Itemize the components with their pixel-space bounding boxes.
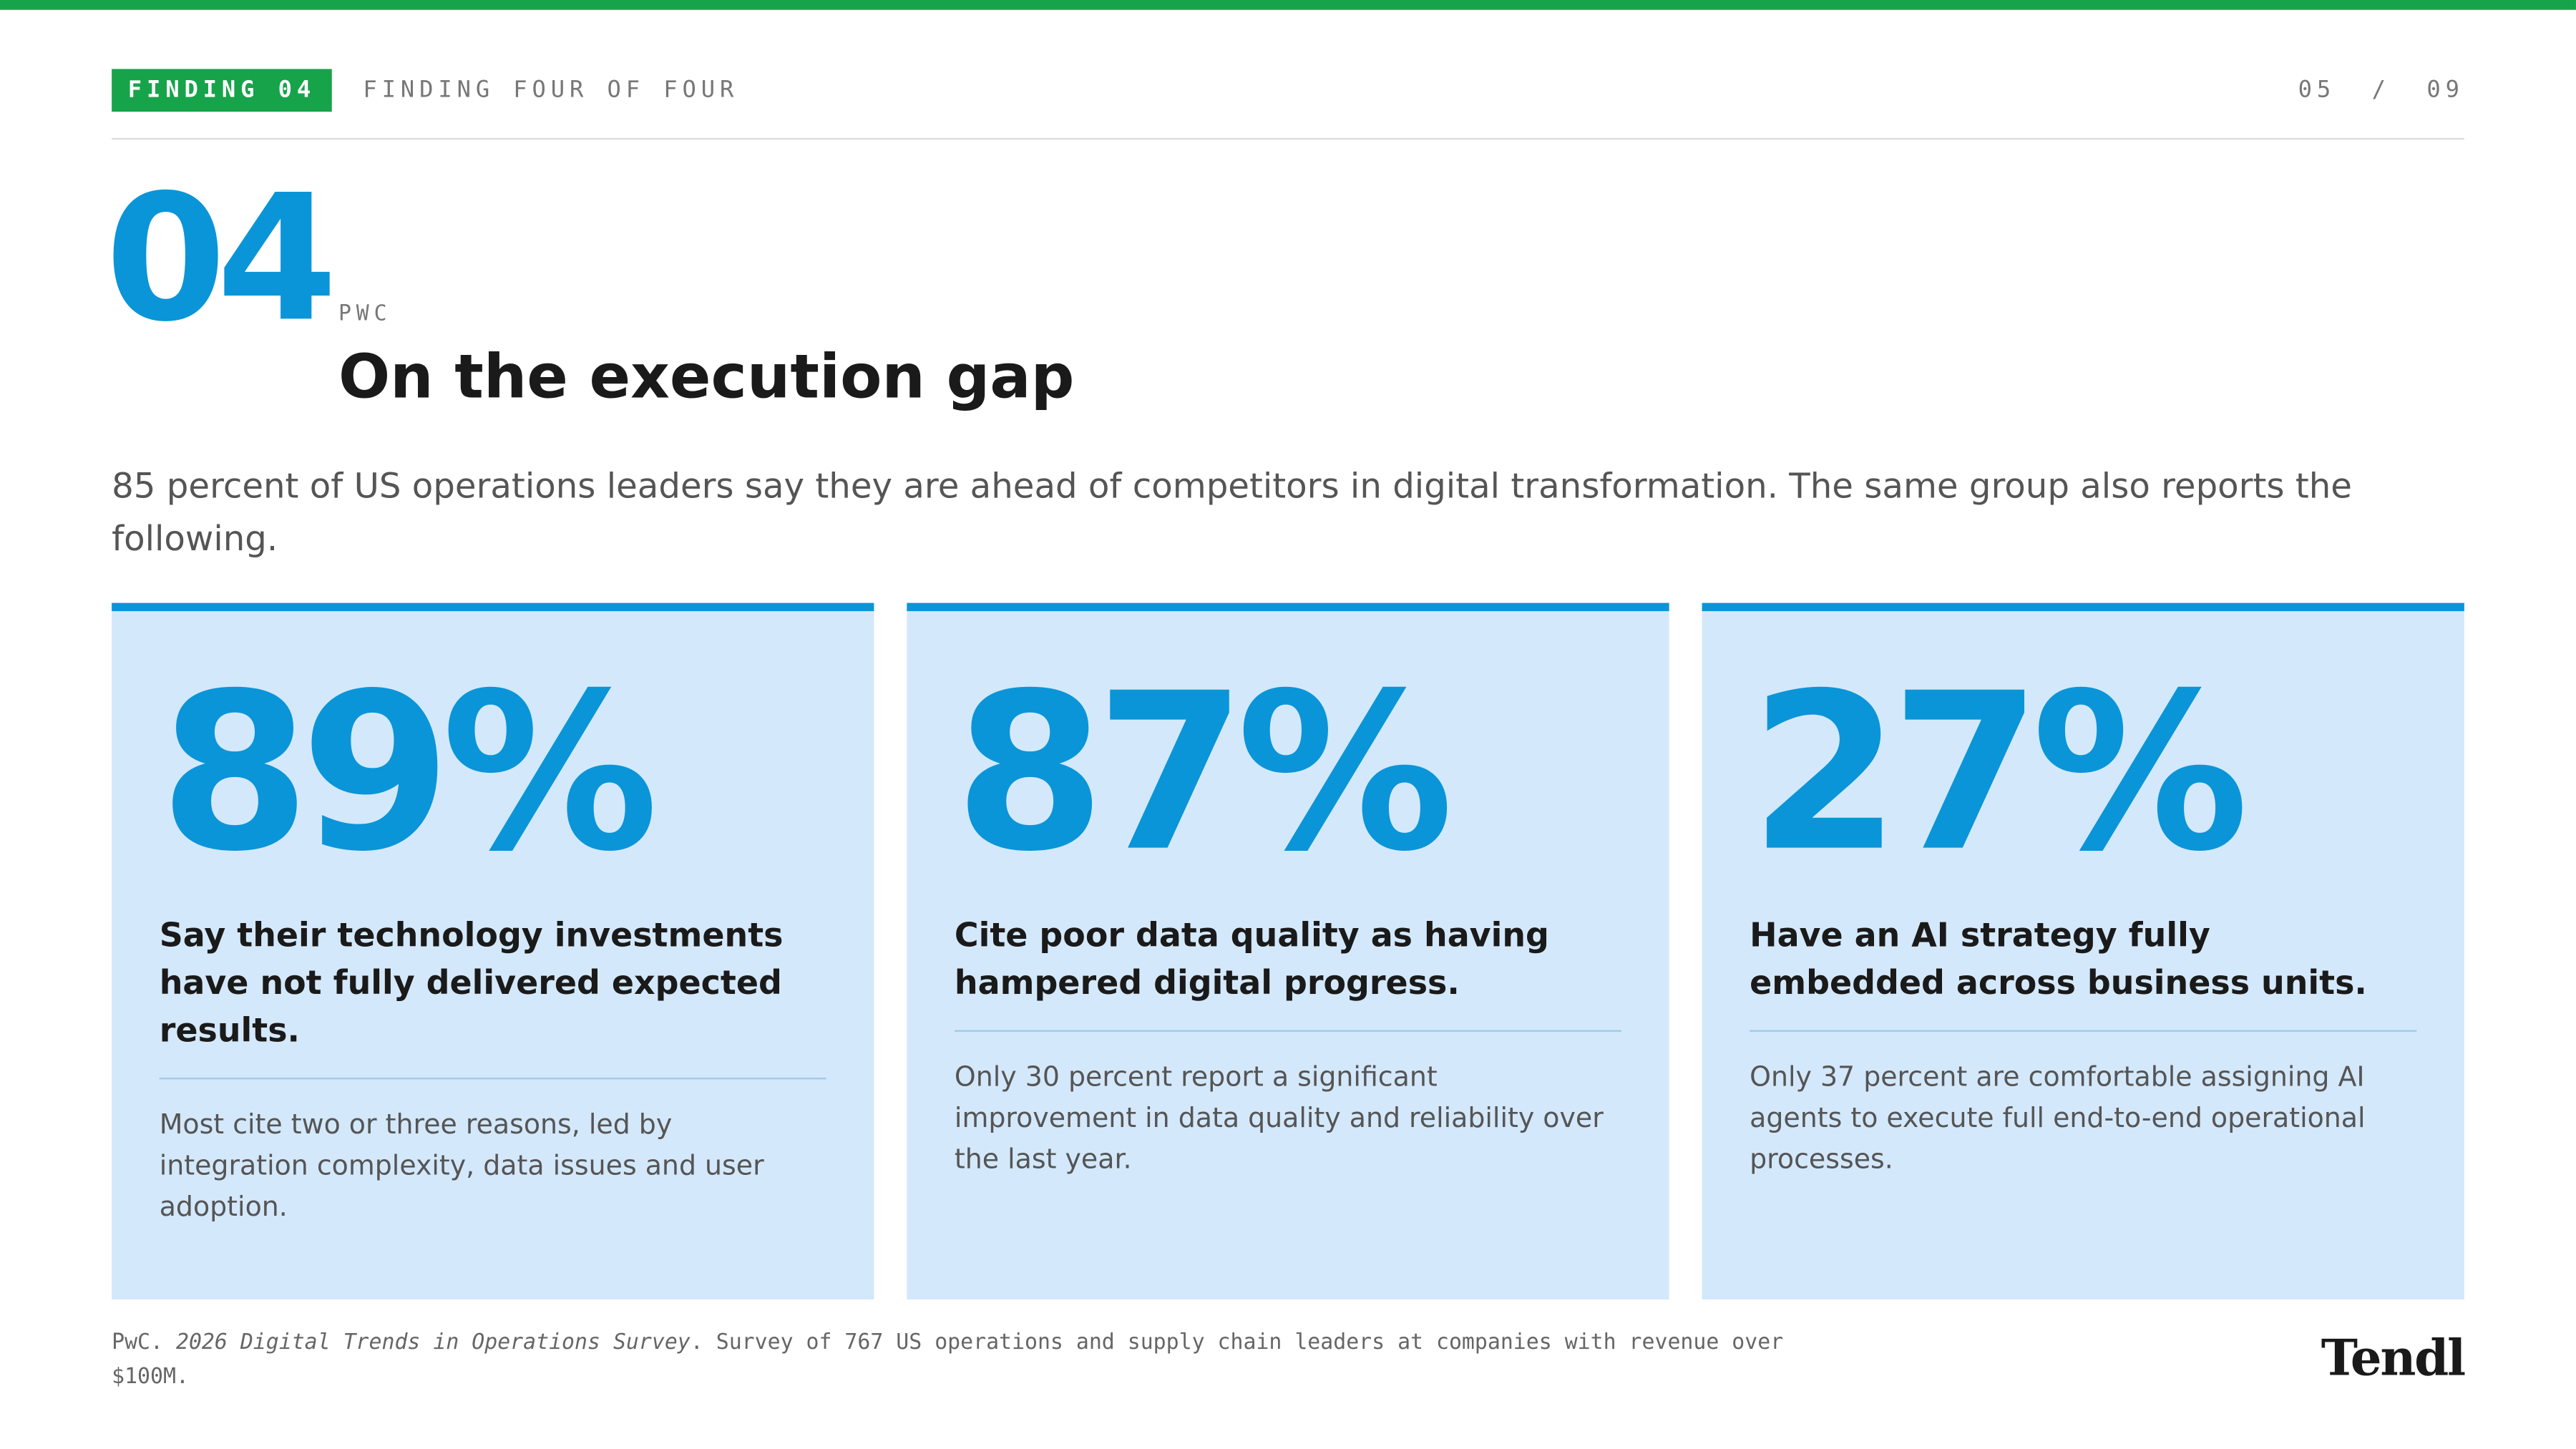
intro: 85 percent of US operations leaders say …	[112, 467, 2352, 559]
finding-number: 04	[104, 157, 338, 360]
stat-headline: Have an AI strategy fully embedded acros…	[1750, 911, 2417, 1031]
stat-value: 89%	[159, 647, 659, 901]
stat-card: 87% Cite poor data quality as having hamp…	[907, 602, 1669, 1300]
source: PWC	[338, 302, 392, 327]
pager: 05 / 09	[2298, 69, 2464, 112]
stat-card: 27% Have an AI strategy fully embedded ac…	[1702, 602, 2464, 1300]
stat-detail: Only 37 percent are comfortable assignin…	[1750, 1060, 2366, 1174]
page-separator: /	[2371, 77, 2391, 104]
page-current: 05	[2298, 77, 2336, 104]
source-suffix: . Survey of 767 US operations and supply…	[112, 1330, 1784, 1390]
source-title: 2026 Digital Trends in Operations Survey	[175, 1330, 691, 1356]
logo: Tendl	[2321, 1330, 2466, 1389]
top-bar	[0, 0, 2576, 10]
source-prefix: PwC.	[112, 1330, 176, 1356]
stat-headline: Cite poor data quality as having hampere…	[954, 911, 1622, 1031]
title: On the execution gap	[338, 341, 1075, 413]
badge: FINDING 04	[112, 69, 332, 112]
footer-source: PwC. 2026 Digital Trends in Operations S…	[112, 1326, 1820, 1395]
stat-detail: Most cite two or three reasons, led by i…	[159, 1108, 764, 1222]
page-total: 09	[2426, 77, 2464, 104]
divider	[112, 137, 2464, 140]
stat-value: 27%	[1750, 647, 2249, 901]
stat-value: 87%	[954, 647, 1454, 901]
header-label: FINDING FOUR OF FOUR	[363, 77, 739, 104]
stat-detail: Only 30 percent report a significant imp…	[954, 1060, 1604, 1174]
stat-headline: Say their technology investments have no…	[159, 911, 826, 1079]
stat-card: 89% Say their technology investments have…	[112, 602, 874, 1300]
